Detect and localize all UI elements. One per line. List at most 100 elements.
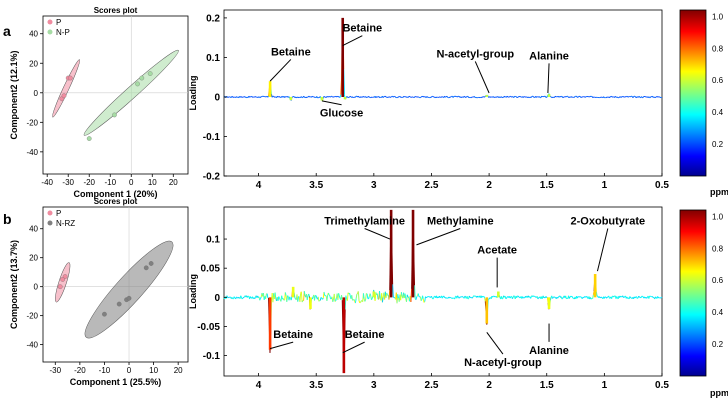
- score-point-n-rz: [143, 265, 149, 271]
- spectrum-segment: [362, 293, 365, 299]
- score-point-n-rz: [116, 301, 122, 307]
- colorbar-tick-label: 0.8: [712, 244, 724, 253]
- spectrum-segment: [510, 96, 512, 98]
- spectrum-segment: [254, 96, 256, 98]
- spectrum-segment: [640, 296, 643, 299]
- spectrum-segment: [633, 95, 635, 98]
- spectrum-segment: [368, 95, 370, 98]
- y-tick-label: -40: [26, 148, 38, 157]
- spectrum-segment: [652, 296, 654, 298]
- x-tick-label: 2.5: [425, 180, 439, 191]
- spectrum-segment: [641, 96, 643, 98]
- confidence-ellipse-n-p: [83, 49, 179, 136]
- spectrum-segment: [279, 298, 281, 301]
- spectrum-segment: [653, 96, 656, 98]
- x-tick-label: 10: [149, 366, 158, 375]
- legend: PN-RZ: [47, 209, 75, 228]
- spectrum-segment: [446, 297, 448, 299]
- spectrum-segment: [259, 298, 261, 301]
- spectrum-segment: [601, 296, 603, 299]
- spectrum-segment: [445, 95, 448, 98]
- spectrum-segment: [581, 96, 583, 98]
- spectrum-segment: [628, 96, 630, 98]
- spectrum-segment: [366, 293, 369, 299]
- spectrum-segment: [241, 297, 244, 300]
- spectrum-segment: [349, 95, 351, 98]
- spectrum-segment: [420, 299, 423, 301]
- colorbar-b-unit: ppm: [710, 388, 728, 398]
- scores-plot-b: -30 -20 -10 0 10 20 -40 -20 0 20 40 Scores plot Comp…: [9, 197, 189, 387]
- spectrum-segment: [243, 96, 245, 98]
- scores-plot-title: Scores plot: [94, 6, 138, 15]
- spectrum-segment: [489, 96, 491, 98]
- spectrum-segment: [590, 298, 593, 300]
- scores-y-axis-label: Component2 (13.7%): [9, 240, 19, 329]
- annotation-label: Methylamine: [427, 215, 494, 227]
- spectrum-segment: [284, 292, 287, 296]
- spectrum-segment: [304, 96, 307, 99]
- spectrum-segment: [636, 96, 639, 98]
- spectrum-segment: [231, 95, 234, 98]
- spectrum-segment: [520, 96, 522, 98]
- annotation-label: Trimethylamine: [324, 215, 405, 227]
- spectrum-segment: [246, 295, 249, 298]
- spectrum-segment: [660, 296, 663, 299]
- spectrum-segment: [530, 296, 532, 299]
- annotation-label: Alanine: [529, 345, 569, 357]
- y-tick-label: -40: [26, 341, 38, 350]
- y-tick-label: -20: [26, 312, 38, 321]
- spectrum-segment: [292, 96, 294, 98]
- spectrum-segment: [424, 296, 426, 302]
- spectrum-segment: [415, 296, 418, 300]
- spectrum-segment: [430, 95, 433, 98]
- spectrum-segment: [381, 297, 384, 303]
- spectrum-segment: [433, 96, 436, 99]
- spectrum-segment: [644, 96, 647, 98]
- spectrum-segment: [384, 95, 387, 98]
- spectrum-segment: [638, 96, 641, 98]
- spectrum-segment: [412, 96, 415, 98]
- spectrum-segment: [368, 96, 371, 99]
- spectrum-segment: [367, 96, 369, 98]
- spectrum-segment: [569, 96, 572, 98]
- spectrum-segment: [338, 295, 341, 299]
- spectrum-segment: [530, 95, 533, 98]
- spectrum-segment: [509, 95, 511, 98]
- annotation-label: 2-Oxobutyrate: [571, 215, 646, 227]
- spectrum-segment: [461, 295, 464, 298]
- colorbar-a-gradient: [679, 9, 707, 177]
- spectrum-segment: [611, 295, 613, 299]
- spectrum-segment: [444, 95, 446, 98]
- spectrum-segment: [463, 95, 466, 98]
- spectrum-segment: [332, 299, 334, 302]
- score-point-n-p: [139, 75, 145, 81]
- legend-entry: N-RZ: [56, 219, 75, 228]
- spectrum-segment: [467, 95, 469, 98]
- annotation-leader: [321, 100, 342, 106]
- spectrum-segment: [596, 295, 599, 297]
- spectrum-segment: [516, 295, 518, 299]
- spectrum-segment: [248, 95, 250, 98]
- colorbar-tick-label: 0.2: [712, 140, 724, 149]
- spectrum-segment: [240, 295, 242, 299]
- spectrum-segment: [642, 96, 645, 98]
- y-tick-label: 0: [214, 92, 220, 103]
- annotation-label: Acetate: [477, 245, 517, 257]
- spectrum-segment: [266, 293, 269, 298]
- spectrum-segment: [464, 295, 467, 298]
- spectrum-segment: [375, 96, 377, 99]
- confidence-ellipse-p: [55, 262, 71, 303]
- spectrum-segment: [571, 96, 573, 98]
- spectrum-segment: [482, 96, 484, 98]
- spectrum-segment: [357, 291, 360, 302]
- spectrum-segment: [307, 95, 310, 98]
- spectrum-segment: [611, 95, 613, 98]
- spectrum-segment: [622, 295, 624, 298]
- spectrum-segment: [242, 296, 245, 299]
- spectrum-segment: [300, 291, 303, 303]
- x-tick-label: 10: [148, 178, 157, 187]
- y-tick-label: 20: [29, 254, 38, 263]
- annotation-leader: [269, 59, 292, 82]
- annotation-leader: [342, 35, 363, 47]
- colorbar-tick-label: 1.0: [712, 212, 724, 221]
